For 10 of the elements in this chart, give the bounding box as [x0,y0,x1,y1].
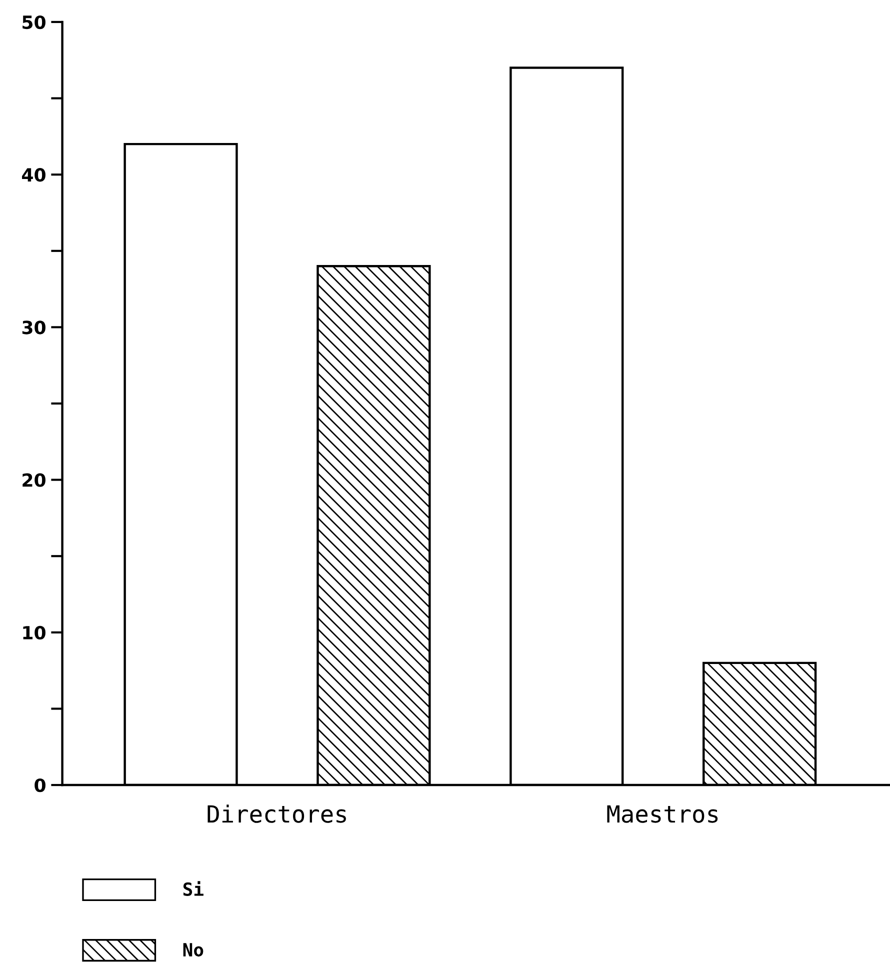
y-tick-label: 30 [22,320,46,334]
y-tick-label: 40 [22,168,46,182]
legend-label: No [183,943,204,957]
y-tick-label: 50 [22,15,46,30]
x-tick-label: Directores [208,804,346,823]
y-tick-label: 20 [22,473,46,487]
legend-label: Si [183,881,204,896]
y-tick-label: 0 [34,778,46,792]
x-tick-label: Maestros [607,805,718,823]
y-tick-label: 10 [23,626,46,640]
